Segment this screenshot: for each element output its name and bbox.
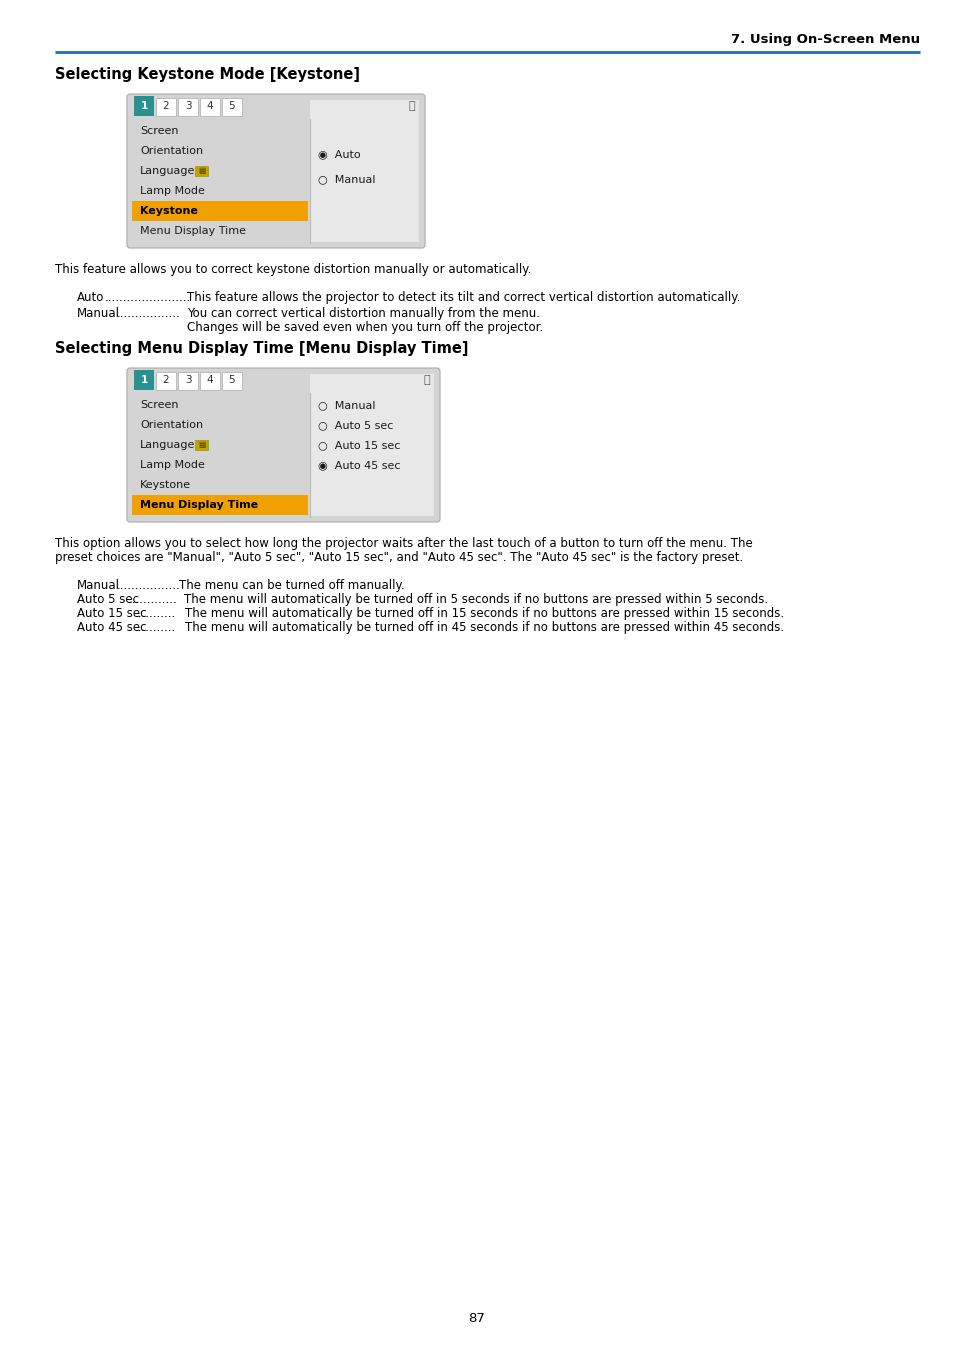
Text: Language: Language [140, 166, 195, 177]
Text: Lamp Mode: Lamp Mode [140, 186, 205, 195]
Text: 7. Using On-Screen Menu: 7. Using On-Screen Menu [730, 34, 919, 46]
Text: .................: ................. [117, 307, 180, 319]
Text: ○  Auto 15 sec: ○ Auto 15 sec [317, 439, 400, 450]
Bar [132, 495, 308, 515]
Bar [178, 98, 198, 116]
Text: ...........: ........... [135, 621, 176, 634]
Bar [132, 201, 308, 221]
FancyBboxPatch shape [127, 94, 424, 248]
Text: Selecting Keystone Mode [Keystone]: Selecting Keystone Mode [Keystone] [55, 66, 359, 81]
Text: Screen: Screen [140, 400, 178, 410]
Text: Manual: Manual [77, 580, 120, 592]
Text: You can correct vertical distortion manually from the menu.: You can correct vertical distortion manu… [187, 307, 539, 319]
Text: This feature allows the projector to detect its tilt and correct vertical distor: This feature allows the projector to det… [187, 291, 740, 305]
Text: .............: ............. [129, 593, 177, 607]
Text: Auto 45 sec: Auto 45 sec [77, 621, 147, 634]
Text: Changes will be saved even when you turn off the projector.: Changes will be saved even when you turn… [187, 321, 542, 334]
Text: 4: 4 [207, 101, 213, 111]
Text: preset choices are "Manual", "Auto 5 sec", "Auto 15 sec", and "Auto 45 sec". The: preset choices are "Manual", "Auto 5 sec… [55, 551, 742, 563]
Bar [178, 372, 198, 390]
Text: ◉  Auto: ◉ Auto [317, 150, 360, 159]
Text: Auto: Auto [77, 291, 104, 305]
Text: 3: 3 [185, 375, 192, 386]
Bar [156, 98, 175, 116]
Text: Auto 15 sec: Auto 15 sec [77, 607, 147, 620]
Bar [222, 98, 242, 116]
Text: Keystone: Keystone [140, 206, 197, 216]
Text: This feature allows you to correct keystone distortion manually or automatically: This feature allows you to correct keyst… [55, 263, 531, 276]
Text: Menu Display Time: Menu Display Time [140, 226, 246, 236]
Text: 1: 1 [140, 375, 148, 386]
Text: Language: Language [140, 439, 195, 450]
Text: .......................: ....................... [105, 291, 191, 305]
Bar [156, 372, 175, 390]
Text: ▤: ▤ [197, 167, 205, 175]
Text: Keystone: Keystone [140, 480, 191, 491]
Text: ⓘ: ⓘ [423, 375, 430, 386]
Bar [200, 98, 220, 116]
Text: 87: 87 [468, 1312, 485, 1325]
Bar [133, 369, 153, 390]
Text: ○  Manual: ○ Manual [317, 400, 375, 410]
Bar [200, 372, 220, 390]
Text: The menu will automatically be turned off in 45 seconds if no buttons are presse: The menu will automatically be turned of… [185, 621, 783, 634]
Bar [310, 100, 418, 243]
Text: 5: 5 [229, 375, 235, 386]
Text: .................: ................. [117, 580, 180, 592]
Text: Selecting Menu Display Time [Menu Display Time]: Selecting Menu Display Time [Menu Displa… [55, 341, 468, 356]
Text: 1: 1 [140, 101, 148, 111]
Text: Lamp Mode: Lamp Mode [140, 460, 205, 470]
Text: The menu can be turned off manually.: The menu can be turned off manually. [179, 580, 404, 592]
Text: 3: 3 [185, 101, 192, 111]
Text: Screen: Screen [140, 125, 178, 136]
Text: Manual: Manual [77, 307, 120, 319]
Text: ○  Manual: ○ Manual [317, 174, 375, 183]
Text: 5: 5 [229, 101, 235, 111]
FancyBboxPatch shape [127, 368, 439, 522]
Text: Orientation: Orientation [140, 421, 203, 430]
Text: 2: 2 [163, 375, 169, 386]
Bar [222, 372, 242, 390]
Text: The menu will automatically be turned off in 5 seconds if no buttons are pressed: The menu will automatically be turned of… [184, 593, 767, 607]
Bar [194, 439, 208, 450]
Text: Menu Display Time: Menu Display Time [140, 500, 258, 510]
Text: Orientation: Orientation [140, 146, 203, 156]
Bar [310, 373, 434, 516]
Bar [194, 166, 208, 177]
Text: ○  Auto 5 sec: ○ Auto 5 sec [317, 421, 393, 430]
Text: The menu will automatically be turned off in 15 seconds if no buttons are presse: The menu will automatically be turned of… [185, 607, 783, 620]
Text: ▤: ▤ [197, 441, 205, 449]
Text: ...........: ........... [135, 607, 176, 620]
Text: 4: 4 [207, 375, 213, 386]
Bar [133, 96, 153, 116]
Text: ◉  Auto 45 sec: ◉ Auto 45 sec [317, 460, 400, 470]
Text: 2: 2 [163, 101, 169, 111]
Text: This option allows you to select how long the projector waits after the last tou: This option allows you to select how lon… [55, 537, 752, 550]
Text: ⓘ: ⓘ [408, 101, 415, 111]
Text: Auto 5 sec: Auto 5 sec [77, 593, 139, 607]
